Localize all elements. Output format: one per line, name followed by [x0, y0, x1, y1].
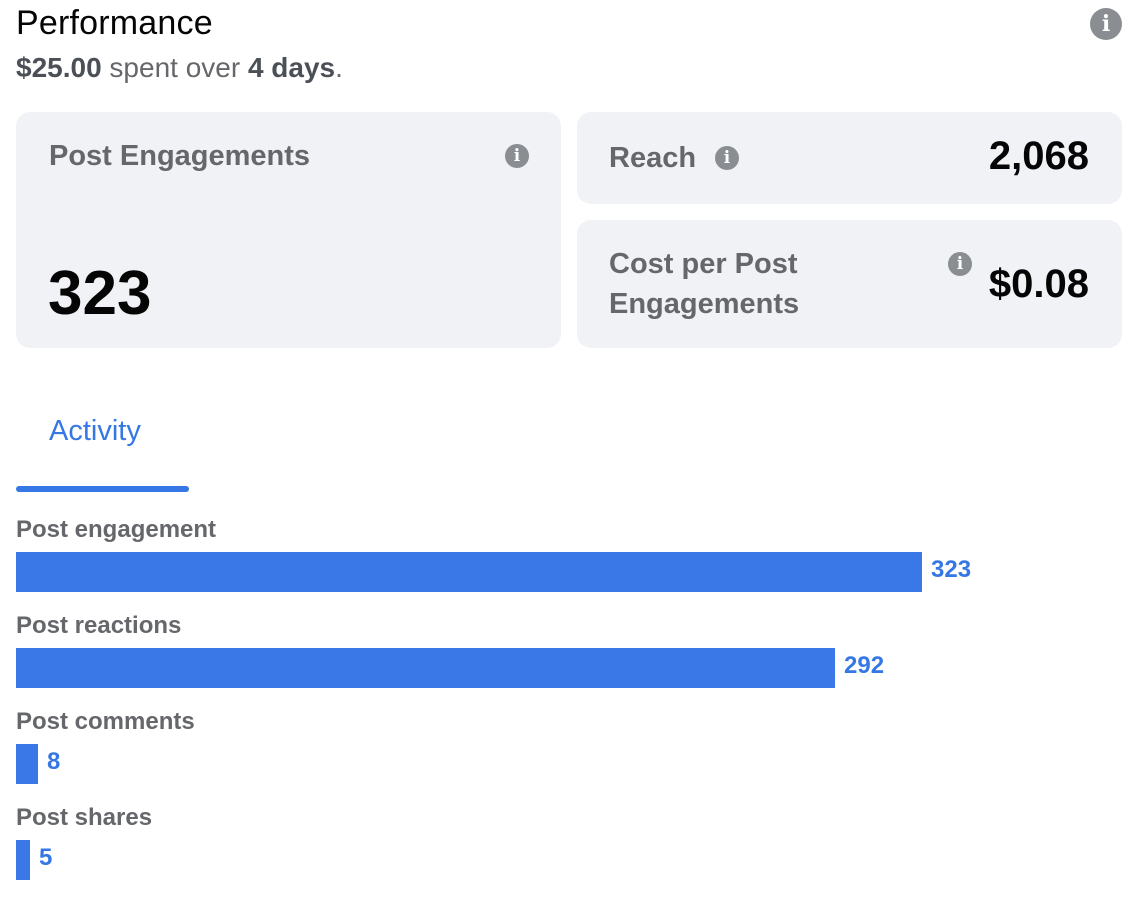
cost-per-engagement-card: Cost per Post Engagements i $0.08 [577, 220, 1122, 348]
cost-per-engagement-label-line1: Cost per Post [609, 248, 798, 280]
post-engagements-label: Post Engagements [49, 140, 311, 172]
tab-activity-label: Activity [49, 415, 141, 447]
tab-activity[interactable]: Activity [16, 405, 189, 492]
bar-post-shares [16, 840, 30, 880]
spent-amount: $25.00 [16, 52, 102, 83]
spent-duration: 4 days [247, 52, 336, 83]
post-engagements-card: Post Engagements i 323 [16, 112, 561, 348]
metric-label-post-comments: Post comments [16, 708, 195, 735]
reach-label: Reach [609, 142, 697, 174]
page-title: Performance [16, 4, 213, 42]
bar-post-reactions [16, 648, 835, 688]
tab-active-indicator [16, 486, 189, 492]
info-icon[interactable]: i [1090, 8, 1122, 40]
metric-label-post-engagement: Post engagement [16, 516, 217, 543]
spent-suffix: . [335, 52, 343, 83]
metric-label-post-reactions: Post reactions [16, 612, 182, 639]
spend-summary: $25.00 spent over 4 days. [16, 52, 343, 84]
metric-label-post-shares: Post shares [16, 804, 153, 831]
cost-per-engagement-value: $0.08 [988, 262, 1089, 306]
cost-per-engagement-label-line2: Engagements [609, 288, 800, 320]
bar-value-post-engagement: 323 [931, 556, 972, 583]
reach-value: 2,068 [988, 134, 1089, 178]
spent-text: spent over [101, 52, 248, 83]
info-icon[interactable]: i [715, 146, 739, 170]
bar-value-post-reactions: 292 [844, 652, 885, 679]
info-icon[interactable]: i [948, 252, 972, 276]
bar-post-comments [16, 744, 38, 784]
bar-value-post-shares: 5 [39, 844, 53, 871]
bar-value-post-comments: 8 [47, 748, 61, 775]
info-icon[interactable]: i [505, 144, 529, 168]
bar-post-engagement [16, 552, 922, 592]
post-engagements-value: 323 [48, 259, 152, 328]
reach-card: Reach i 2,068 [577, 112, 1122, 204]
